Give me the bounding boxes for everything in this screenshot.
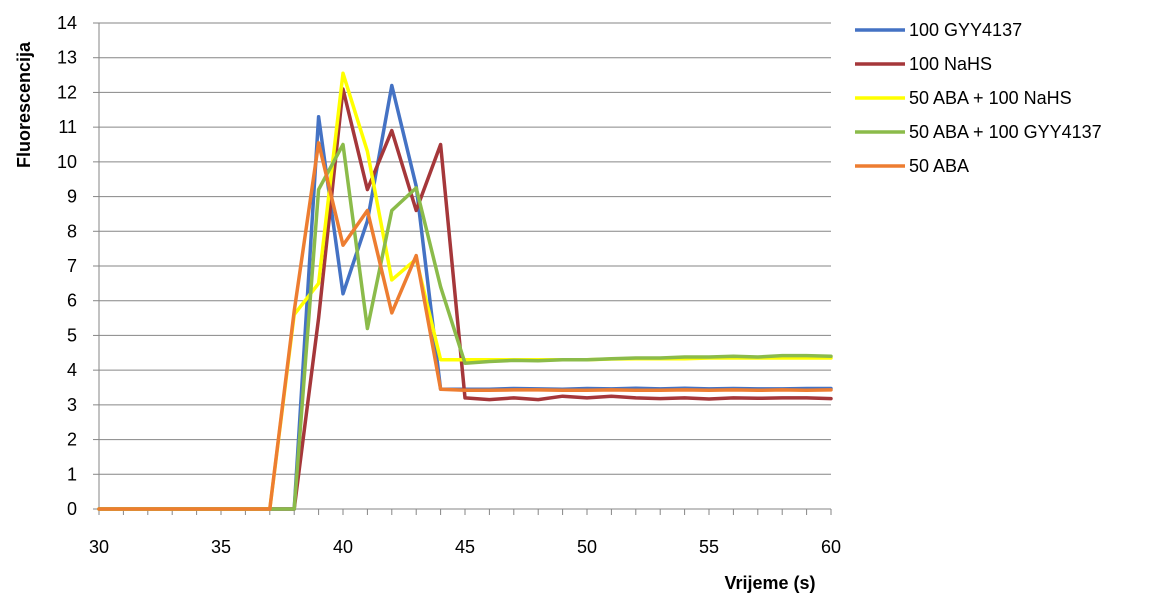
legend-label: 50 ABA + 100 GYY4137 <box>909 122 1102 142</box>
series-line-5 <box>97 141 833 511</box>
y-tick-label: 13 <box>57 48 77 68</box>
axes <box>93 22 832 515</box>
x-tick-label: 40 <box>333 537 353 557</box>
y-tick-label: 9 <box>67 187 77 207</box>
y-tick-label: 8 <box>67 221 77 241</box>
y-tick-label: 10 <box>57 152 77 172</box>
series-line-1 <box>97 83 833 511</box>
y-tick-label: 12 <box>57 82 77 102</box>
legend-label: 50 ABA <box>909 156 969 176</box>
y-tick-label: 4 <box>67 360 77 380</box>
legend: 100 GYY4137 100 NaHS 50 ABA + 100 NaHS 50 A… <box>855 20 1102 176</box>
x-axis-tick-labels: 30 35 40 45 50 55 60 <box>89 537 841 557</box>
y-tick-label: 6 <box>67 291 77 311</box>
series-line-3 <box>97 71 833 511</box>
y-tick-label: 7 <box>67 256 77 276</box>
series-line-4 <box>97 142 833 511</box>
series-lines <box>97 71 833 511</box>
y-tick-label: 2 <box>67 430 77 450</box>
y-tick-label: 5 <box>67 325 77 345</box>
gridlines <box>99 22 831 475</box>
x-tick-label: 35 <box>211 537 231 557</box>
y-tick-label: 11 <box>58 117 77 137</box>
x-tick-label: 50 <box>577 537 597 557</box>
y-tick-label: 3 <box>67 395 77 415</box>
x-tick-label: 55 <box>699 537 719 557</box>
legend-label: 50 ABA + 100 NaHS <box>909 88 1072 108</box>
series-line-2 <box>97 87 833 511</box>
legend-label: 100 NaHS <box>909 54 992 74</box>
y-tick-label: 1 <box>67 464 77 484</box>
y-tick-label: 14 <box>57 13 77 33</box>
x-tick-label: 60 <box>821 537 841 557</box>
x-axis-title: Vrijeme (s) <box>724 573 815 593</box>
y-tick-label: 0 <box>67 499 77 519</box>
legend-label: 100 GYY4137 <box>909 20 1022 40</box>
x-tick-label: 30 <box>89 537 109 557</box>
y-axis-title: Fluorescencija <box>14 41 34 168</box>
x-tick-label: 45 <box>455 537 475 557</box>
